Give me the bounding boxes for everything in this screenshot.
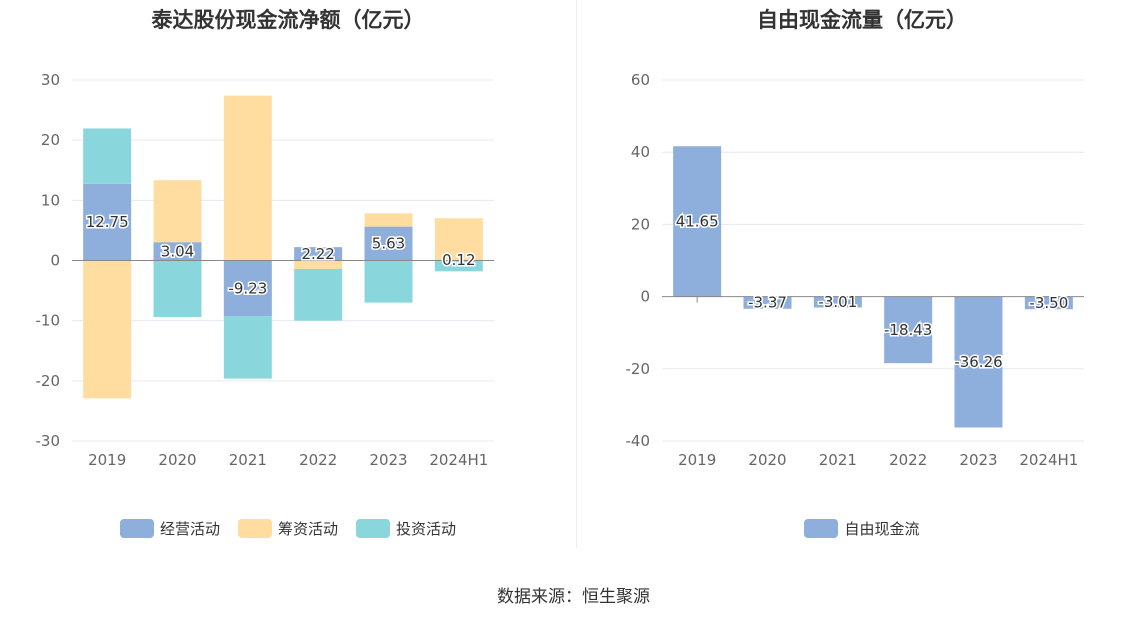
y-tick-label: -20 [36, 372, 61, 390]
data-label: 0.12 [442, 251, 475, 269]
y-tick-label: -10 [36, 312, 61, 330]
x-tick-label: 2020 [158, 451, 196, 469]
y-tick-label: 60 [631, 71, 650, 89]
cash-flow-plot: -30 -20 -10 0 10 20 30 2019 2020 2021 2022 2023 2024… [36, 71, 494, 469]
bar-series-1 [223, 95, 272, 261]
x-tick-label: 2021 [819, 451, 857, 469]
y-tick-label: 40 [631, 143, 650, 161]
bar-series-2 [83, 128, 132, 184]
x-tick-label: 2022 [299, 451, 337, 469]
bar-series-0 [954, 296, 1003, 428]
bar-series-2 [223, 316, 272, 379]
y-tick-label: -20 [626, 360, 651, 378]
x-tick-label: 2020 [748, 451, 786, 469]
bar-series-0 [673, 146, 722, 297]
x-tick-label: 2019 [678, 451, 716, 469]
legend-item[interactable]: 筹资活动 [237, 518, 338, 539]
free-cash-flow-chart: 自由现金流量（亿元） -40 -20 0 20 40 60 2019 2020 2021 2022… [577, 0, 1147, 560]
bar-series-1 [153, 180, 202, 243]
bar-series-0 [83, 183, 132, 261]
data-label: 12.75 [86, 213, 129, 231]
panel-divider [576, 0, 577, 548]
free-cash-flow-plot: -40 -20 0 20 40 60 2019 2020 2021 2022 2023 2024H1 4… [626, 71, 1084, 469]
y-tick-label: 0 [640, 288, 650, 306]
legend-item[interactable]: 投资活动 [356, 518, 456, 539]
bar-series-0 [223, 260, 272, 317]
y-tick-label: 10 [41, 191, 60, 209]
data-label: 3.04 [161, 242, 194, 260]
bar-series-1 [294, 260, 343, 269]
legend: 经营活动 筹资活动 投资活动 [0, 518, 576, 539]
data-label: 41.65 [676, 212, 719, 230]
x-tick-label: 2024H1 [429, 451, 488, 469]
bar-series-0 [294, 247, 343, 261]
data-label: -3.50 [1029, 294, 1068, 312]
legend-label: 自由现金流 [844, 520, 920, 538]
legend-item[interactable]: 经营活动 [119, 518, 220, 539]
x-tick-label: 2023 [959, 451, 997, 469]
bar-series-0 [153, 242, 202, 261]
bar-series-0 [364, 226, 413, 261]
bar-series-2 [364, 260, 413, 303]
x-tick-label: 2023 [369, 451, 407, 469]
legend-swatch [119, 519, 154, 538]
bar-series-0 [813, 296, 862, 308]
y-tick-label: 20 [631, 215, 650, 233]
data-label: -3.37 [748, 294, 787, 312]
bar-series-2 [153, 260, 202, 318]
x-tick-label: 2019 [88, 451, 126, 469]
data-label: -18.43 [884, 321, 932, 339]
legend-swatch [237, 519, 272, 538]
chart-title: 泰达股份现金流净额（亿元） [151, 8, 425, 32]
legend-label: 经营活动 [159, 520, 220, 538]
bar-series-0 [1024, 296, 1073, 310]
y-tick-label: -30 [36, 432, 61, 450]
bar-series-1 [83, 260, 132, 399]
bar-series-0 [884, 296, 933, 364]
data-label: -36.26 [954, 353, 1002, 371]
data-source-note: 数据来源：恒生聚源 [497, 587, 650, 607]
y-tick-label: -40 [626, 432, 651, 450]
bar-series-0 [743, 296, 792, 309]
data-label: 2.22 [301, 245, 334, 263]
bar-series-2 [294, 268, 343, 321]
legend-swatch [356, 519, 390, 538]
y-tick-label: 0 [50, 252, 60, 270]
data-label: 5.63 [372, 235, 405, 253]
legend-label: 投资活动 [396, 520, 457, 538]
x-tick-label: 2024H1 [1019, 451, 1078, 469]
chart-title: 自由现金流量（亿元） [757, 8, 967, 32]
data-label: -3.01 [818, 293, 857, 311]
bar-series-1 [434, 218, 483, 260]
y-tick-label: 30 [41, 71, 60, 89]
y-tick-label: 20 [41, 131, 60, 149]
legend-label: 筹资活动 [277, 520, 338, 538]
cash-flow-chart: 泰达股份现金流净额（亿元） -30 -20 -10 0 10 20 30 2019 2020 20… [0, 0, 576, 560]
bar-series-1 [364, 213, 413, 227]
legend-swatch [804, 519, 839, 538]
x-tick-label: 2022 [889, 451, 927, 469]
data-label: -9.23 [228, 279, 267, 297]
legend: 自由现金流 [577, 518, 1147, 539]
x-tick-label: 2021 [229, 451, 267, 469]
bar-series-2 [434, 260, 483, 272]
legend-item[interactable]: 自由现金流 [804, 518, 920, 539]
